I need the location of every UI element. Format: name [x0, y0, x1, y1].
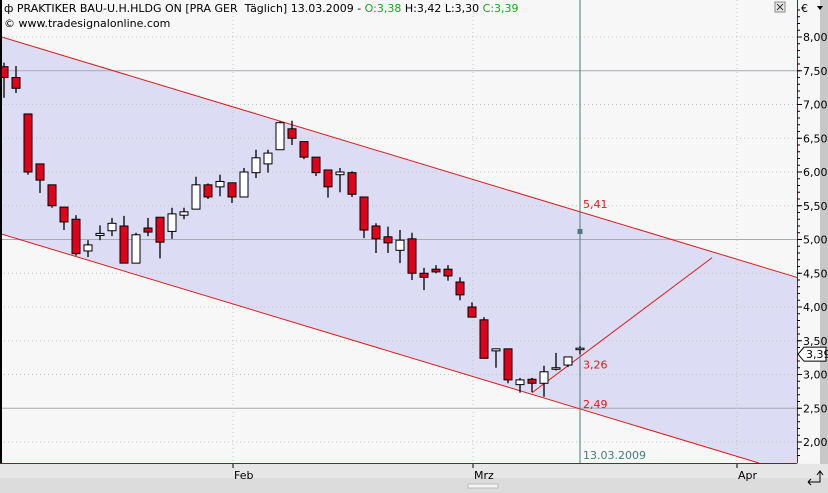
candle-up[interactable] [539, 371, 549, 384]
channel-lower-line[interactable] [0, 233, 759, 464]
candle-up[interactable] [551, 367, 561, 370]
x-tick-label: Apr [738, 469, 758, 482]
y-tick-label: 2,50 [803, 402, 828, 415]
open-value: O:3,38 [364, 2, 402, 15]
header-date: 13.03.2009 [290, 2, 354, 15]
y-tick-label: 3,00 [803, 369, 828, 382]
lower-channel-value: 2,49 [583, 398, 608, 411]
channel-upper-line[interactable] [0, 35, 798, 278]
chart-header: ф PRAKTIKER BAU-U.H.HLDG ON [PRA GER Täg… [4, 2, 519, 16]
close-value: C:3,39 [482, 2, 519, 15]
candle-down[interactable] [59, 206, 69, 223]
candle-down[interactable] [71, 218, 81, 255]
candle-up[interactable] [131, 234, 141, 264]
y-tick-label: 4,00 [803, 301, 828, 314]
y-tick-label: 2,00 [803, 436, 828, 449]
candle-down[interactable] [479, 319, 489, 359]
axis-edge [820, 0, 828, 493]
candle-down[interactable] [419, 272, 429, 278]
y-tick-label: 5,50 [803, 200, 828, 213]
candle-up[interactable] [251, 157, 261, 174]
candle-down[interactable] [467, 306, 477, 318]
candle-down[interactable] [23, 113, 33, 173]
candle-down[interactable] [383, 236, 393, 244]
candle-up[interactable] [575, 347, 585, 351]
candle-down[interactable] [455, 281, 465, 296]
candle-up[interactable] [239, 171, 249, 198]
candle-down[interactable] [503, 348, 513, 381]
candle-up[interactable] [491, 348, 501, 352]
x-tick-label: Feb [234, 469, 253, 482]
upper-channel-value: 5,41 [583, 198, 608, 211]
candle-down[interactable] [227, 182, 237, 198]
y-tick-label: 3,50 [803, 335, 828, 348]
candle-down[interactable] [311, 156, 321, 174]
candle-down[interactable] [287, 128, 297, 139]
currency-label: € [801, 2, 808, 15]
candle-down[interactable] [431, 268, 441, 273]
candle-down[interactable] [323, 169, 333, 188]
candle-down[interactable] [35, 163, 45, 181]
candle-up[interactable] [83, 244, 93, 252]
candle-down[interactable] [299, 141, 309, 158]
candle-up[interactable] [515, 379, 525, 386]
symbol-icon: ф [4, 2, 17, 15]
y-tick-label: 6,50 [803, 132, 828, 145]
candle-up[interactable] [191, 184, 201, 210]
y-tick-label: 7,50 [803, 65, 828, 78]
last-price-marker [797, 346, 827, 362]
candle-up[interactable] [107, 222, 117, 232]
candle-up[interactable] [275, 122, 285, 151]
horizontal-scrollbar[interactable] [467, 483, 499, 489]
trendline-value: 3,26 [583, 359, 608, 372]
candle-up[interactable] [563, 356, 573, 366]
candle-up[interactable] [167, 213, 177, 232]
low-value: L:3,30 [444, 2, 480, 15]
x-tick-label: Mrz [474, 469, 494, 482]
y-tick-label: 6,00 [803, 166, 828, 179]
candle-down[interactable] [347, 172, 357, 195]
candle-down[interactable] [359, 196, 369, 231]
close-icon-x [776, 3, 784, 11]
candle-down[interactable] [407, 238, 417, 274]
high-value: H:3,42 [404, 2, 442, 15]
copyright: © www.tradesignalonline.com [4, 17, 171, 30]
y-tick-label: 7,00 [803, 99, 828, 112]
y-tick-label: 4,50 [803, 267, 828, 280]
y-tick-label: 8,00 [803, 31, 828, 44]
candle-down[interactable] [203, 184, 213, 198]
candle-down[interactable] [155, 216, 165, 243]
time-axis-highlight [0, 464, 828, 478]
candle-down[interactable] [47, 184, 57, 207]
candle-up[interactable] [179, 211, 189, 216]
candle-down[interactable] [119, 225, 129, 264]
candle-up[interactable] [215, 180, 225, 188]
candle-down[interactable] [11, 77, 21, 89]
corner-return-icon[interactable] [807, 470, 824, 486]
dropdown-arrow-icon[interactable] [817, 6, 823, 10]
trendline[interactable] [531, 257, 713, 394]
candle-down[interactable] [527, 378, 537, 384]
candle-down[interactable] [371, 225, 381, 240]
candle-down[interactable] [0, 66, 9, 78]
candle-up[interactable] [395, 239, 405, 251]
symbol-title: PRAKTIKER BAU-U.H.HLDG ON [PRA GER Tägli… [16, 2, 288, 15]
candle-up[interactable] [263, 152, 273, 165]
candle-up[interactable] [95, 232, 105, 236]
candle-down[interactable] [143, 227, 153, 233]
cursor-date-label: 13.03.2009 [583, 449, 646, 462]
y-tick-label: 5,00 [803, 234, 828, 247]
candle-down[interactable] [443, 268, 453, 277]
header-separator: - [353, 2, 365, 15]
cursor-handle[interactable] [577, 229, 583, 234]
candle-up[interactable] [335, 171, 345, 176]
last-price-label: 3,39 [806, 348, 828, 361]
